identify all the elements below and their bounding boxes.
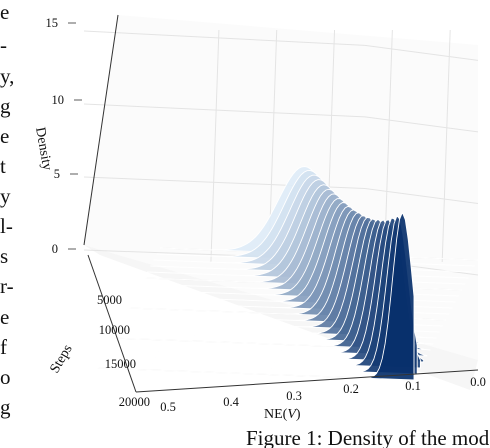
paragraph-line: g bbox=[0, 395, 11, 419]
z-axis-line bbox=[83, 14, 119, 246]
paragraph-line: y bbox=[0, 184, 11, 208]
paragraph-line: o bbox=[0, 365, 11, 389]
paragraph-line: g bbox=[0, 94, 11, 118]
paragraph-line: r- bbox=[0, 274, 14, 298]
paragraph-line: f bbox=[0, 335, 7, 359]
x-tick-label: 0.3 bbox=[286, 389, 302, 403]
y-tick-label: 5000 bbox=[97, 293, 122, 307]
paragraph-line: e bbox=[0, 0, 9, 24]
paragraph-line: s bbox=[0, 244, 8, 268]
paragraph-line: l- bbox=[0, 214, 13, 238]
density-ridges bbox=[95, 166, 479, 381]
figure-caption: Figure 1: Density of the model's outputs bbox=[246, 426, 490, 448]
y-axis-line bbox=[87, 254, 137, 393]
x-tick-label: 0.4 bbox=[223, 395, 239, 409]
paragraph-line: e bbox=[0, 305, 9, 329]
paragraph-line: - bbox=[0, 33, 7, 57]
y-axis-label: Steps bbox=[47, 342, 75, 376]
paragraph-line: t bbox=[0, 154, 6, 178]
x-axis-line bbox=[135, 369, 479, 393]
x-tick-label: 0.1 bbox=[405, 379, 421, 393]
x-axis-label: NE(V) bbox=[264, 407, 301, 422]
z-tick-label: 15 bbox=[46, 16, 59, 30]
y-tick-label: 20000 bbox=[119, 395, 150, 409]
y-tick-label: 10000 bbox=[99, 323, 130, 337]
y-tick-label: 15000 bbox=[105, 357, 136, 371]
x-tick-label: 0.2 bbox=[343, 382, 359, 396]
chart-axes bbox=[83, 14, 479, 393]
z-tick-label: 10 bbox=[52, 93, 65, 107]
paragraph-line: y, bbox=[0, 64, 14, 88]
z-tick-label: 5 bbox=[54, 167, 60, 181]
chart-ticks: 0 5 10 15 5000 10000 15000 20000 0.5 0.4 0.3 0.2 0.1… bbox=[46, 16, 486, 414]
z-axis-label: Density bbox=[32, 126, 54, 172]
x-tick-label: 0.5 bbox=[160, 400, 176, 414]
x-tick-label: 0.0 bbox=[470, 375, 486, 389]
z-tick-label: 0 bbox=[52, 242, 58, 256]
paragraph-line: e bbox=[0, 124, 9, 148]
density-ridge-step-20000 bbox=[95, 211, 415, 381]
